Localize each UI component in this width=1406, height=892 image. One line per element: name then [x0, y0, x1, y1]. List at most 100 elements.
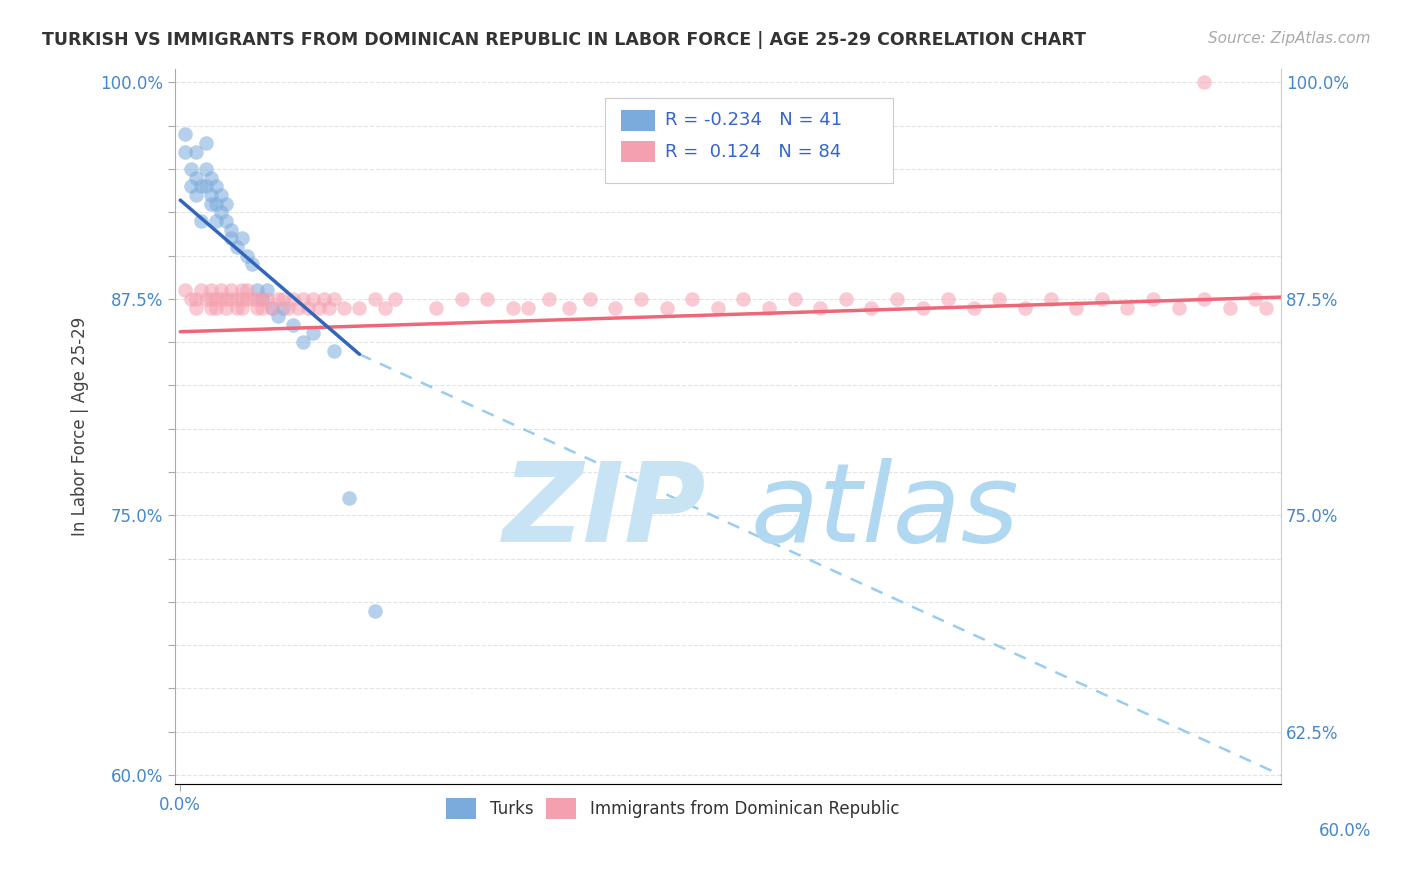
- Point: [174, 128, 197, 142]
- Point: [322, 343, 344, 358]
- Point: [205, 292, 228, 306]
- Point: [262, 301, 284, 315]
- Text: TURKISH VS IMMIGRANTS FROM DOMINICAN REPUBLIC IN LABOR FORCE | AGE 25-29 CORRELA: TURKISH VS IMMIGRANTS FROM DOMINICAN REP…: [42, 31, 1087, 49]
- Point: [1244, 292, 1267, 306]
- Point: [292, 335, 315, 350]
- Point: [1254, 301, 1277, 315]
- Point: [236, 283, 259, 297]
- Point: [911, 301, 934, 315]
- Point: [963, 301, 986, 315]
- Point: [477, 292, 499, 306]
- Point: [215, 196, 238, 211]
- Point: [630, 292, 652, 306]
- Point: [209, 283, 232, 297]
- Point: [707, 301, 730, 315]
- Text: ZIP: ZIP: [502, 458, 706, 566]
- Point: [194, 179, 217, 194]
- Point: [266, 292, 288, 306]
- Point: [250, 301, 273, 315]
- Point: [205, 196, 228, 211]
- Point: [256, 292, 278, 306]
- Point: [231, 301, 253, 315]
- Point: [205, 214, 228, 228]
- Point: [240, 257, 263, 271]
- Point: [271, 292, 294, 306]
- Point: [502, 301, 524, 315]
- Point: [758, 301, 780, 315]
- Point: [860, 301, 883, 315]
- Point: [209, 292, 232, 306]
- Point: [302, 292, 325, 306]
- Point: [450, 292, 472, 306]
- Point: [1142, 292, 1164, 306]
- Point: [277, 301, 299, 315]
- Text: R =  0.124   N = 84: R = 0.124 N = 84: [665, 143, 841, 161]
- Point: [558, 301, 581, 315]
- Point: [537, 292, 560, 306]
- Point: [808, 301, 831, 315]
- Point: [200, 188, 222, 202]
- Point: [250, 292, 273, 306]
- Point: [271, 301, 294, 315]
- Point: [364, 603, 387, 617]
- Point: [215, 292, 238, 306]
- Point: [783, 292, 806, 306]
- Point: [517, 301, 540, 315]
- Point: [231, 292, 253, 306]
- Text: 60.0%: 60.0%: [1319, 822, 1371, 840]
- Point: [250, 292, 273, 306]
- Point: [200, 301, 222, 315]
- Point: [231, 283, 253, 297]
- Point: [1192, 75, 1215, 89]
- Point: [205, 179, 228, 194]
- Point: [221, 222, 243, 236]
- Point: [281, 292, 304, 306]
- Point: [936, 292, 959, 306]
- Point: [292, 292, 315, 306]
- Point: [184, 188, 207, 202]
- Point: [477, 880, 499, 892]
- Point: [184, 292, 207, 306]
- Point: [1039, 292, 1062, 306]
- Point: [364, 292, 387, 306]
- Point: [733, 292, 755, 306]
- Point: [1064, 301, 1087, 315]
- Point: [174, 283, 197, 297]
- Point: [312, 292, 335, 306]
- Point: [886, 292, 908, 306]
- Point: [190, 214, 212, 228]
- Point: [256, 283, 278, 297]
- Point: [349, 301, 371, 315]
- Point: [194, 136, 217, 150]
- Point: [287, 301, 309, 315]
- Point: [190, 179, 212, 194]
- Point: [266, 309, 288, 323]
- Point: [194, 161, 217, 176]
- Point: [225, 240, 247, 254]
- Point: [221, 231, 243, 245]
- Point: [425, 301, 447, 315]
- Legend: Turks, Immigrants from Dominican Republic: Turks, Immigrants from Dominican Republi…: [440, 792, 905, 825]
- Point: [200, 292, 222, 306]
- Point: [180, 292, 202, 306]
- Point: [262, 301, 284, 315]
- Point: [322, 292, 344, 306]
- Point: [205, 301, 228, 315]
- Point: [605, 301, 627, 315]
- Point: [302, 326, 325, 341]
- Point: [231, 231, 253, 245]
- Point: [221, 292, 243, 306]
- Point: [384, 292, 406, 306]
- Point: [246, 283, 269, 297]
- Point: [236, 292, 259, 306]
- Point: [333, 301, 356, 315]
- Point: [174, 145, 197, 159]
- Text: R = -0.234   N = 41: R = -0.234 N = 41: [665, 112, 842, 129]
- Point: [209, 188, 232, 202]
- Point: [246, 301, 269, 315]
- Point: [236, 248, 259, 262]
- Text: Source: ZipAtlas.com: Source: ZipAtlas.com: [1208, 31, 1371, 46]
- Point: [1167, 301, 1189, 315]
- Point: [215, 214, 238, 228]
- Point: [200, 196, 222, 211]
